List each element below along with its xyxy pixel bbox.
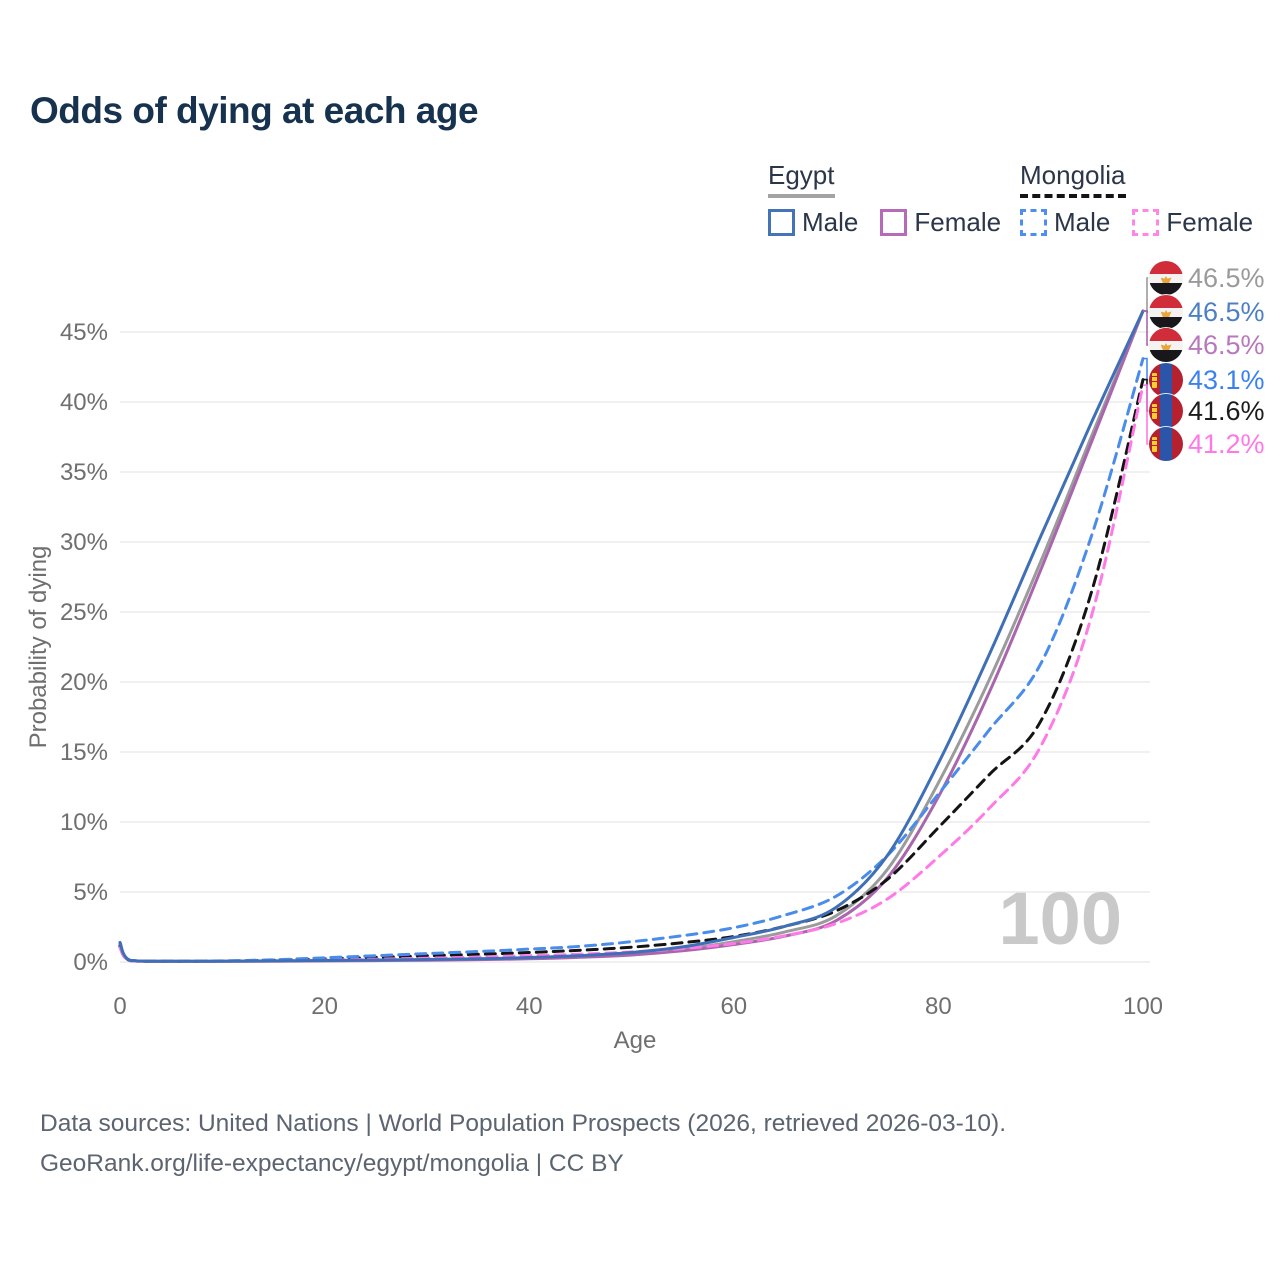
page-title: Odds of dying at each age: [30, 90, 479, 131]
legend-group-egypt: Egypt Male Female: [768, 160, 1001, 238]
x-tick-label: 80: [925, 993, 952, 1020]
y-tick-label: 35%: [60, 459, 108, 486]
legend-label: Female: [914, 207, 1002, 237]
legend-country-mongolia: Mongolia: [1020, 160, 1126, 198]
series-line-egypt-both: [118, 309, 1145, 963]
series-line-egypt-male: [118, 309, 1145, 963]
data-sources-line: Data sources: United Nations | World Pop…: [40, 1110, 1007, 1137]
legend-item-mongolia-male[interactable]: Male: [1020, 207, 1110, 238]
legend-group-mongolia: Mongolia Male Female: [1020, 160, 1253, 238]
y-tick-label: 30%: [60, 529, 108, 556]
series-line-mongolia-male: [118, 357, 1145, 963]
x-tick-label: 0: [113, 993, 126, 1020]
legend-item-egypt-male[interactable]: Male: [768, 207, 858, 238]
y-tick-label: 45%: [60, 319, 108, 346]
x-tick-label: 100: [1123, 993, 1163, 1020]
mongolia-female-swatch-icon[interactable]: [1132, 209, 1160, 236]
mongolia-flag-icon: [1149, 363, 1183, 397]
y-axis-title: Probability of dying: [25, 546, 52, 749]
y-tick-label: 40%: [60, 389, 108, 416]
end-value: 43.1%: [1188, 365, 1265, 395]
egypt-female-swatch-icon[interactable]: [880, 209, 908, 236]
series-line-mongolia-female: [118, 383, 1145, 963]
watermark-text: 100: [999, 877, 1122, 960]
x-axis-title: Age: [614, 1027, 657, 1054]
legend-item-mongolia-female[interactable]: Female: [1132, 207, 1253, 238]
legend-label: Male: [1054, 207, 1111, 237]
egypt-flag-icon: [1149, 295, 1183, 329]
legend-country-egypt: Egypt: [768, 160, 835, 198]
x-tick-label: 60: [720, 993, 747, 1020]
footer: Data sources: United Nations | World Pop…: [40, 1104, 1006, 1184]
mongolia-flag-icon: [1149, 394, 1183, 428]
end-label-row: 46.5%: [1149, 328, 1265, 362]
end-label-row: 43.1%: [1149, 363, 1265, 397]
end-value: 41.2%: [1188, 429, 1265, 459]
egypt-male-swatch-icon[interactable]: [768, 209, 795, 236]
legend-label: Male: [802, 207, 859, 237]
x-tick-label: 20: [311, 993, 338, 1020]
end-label-row: 41.2%: [1149, 427, 1265, 461]
x-tick-label: 40: [516, 993, 543, 1020]
y-tick-label: 5%: [73, 879, 108, 906]
end-label-row: 46.5%: [1149, 295, 1265, 329]
end-value: 41.6%: [1188, 396, 1265, 426]
end-label-row: 46.5%: [1149, 261, 1265, 295]
mongolia-male-swatch-icon[interactable]: [1020, 209, 1047, 236]
end-value: 46.5%: [1188, 297, 1265, 327]
egypt-flag-icon: [1149, 261, 1183, 295]
y-tick-label: 10%: [60, 809, 108, 836]
series-line-mongolia-both: [118, 378, 1145, 963]
egypt-flag-icon: [1149, 328, 1183, 362]
legend-item-egypt-female[interactable]: Female: [880, 207, 1001, 238]
end-label-row: 41.6%: [1149, 394, 1265, 428]
legend-label: Female: [1166, 207, 1254, 237]
end-value: 46.5%: [1188, 330, 1265, 360]
y-tick-label: 20%: [60, 669, 108, 696]
y-tick-label: 25%: [60, 599, 108, 626]
end-value: 46.5%: [1188, 263, 1265, 293]
attribution-line: GeoRank.org/life-expectancy/egypt/mongol…: [40, 1150, 624, 1177]
y-tick-label: 15%: [60, 739, 108, 766]
mongolia-flag-icon: [1149, 427, 1183, 461]
y-tick-label: 0%: [73, 949, 108, 976]
series-line-egypt-female: [118, 309, 1145, 963]
